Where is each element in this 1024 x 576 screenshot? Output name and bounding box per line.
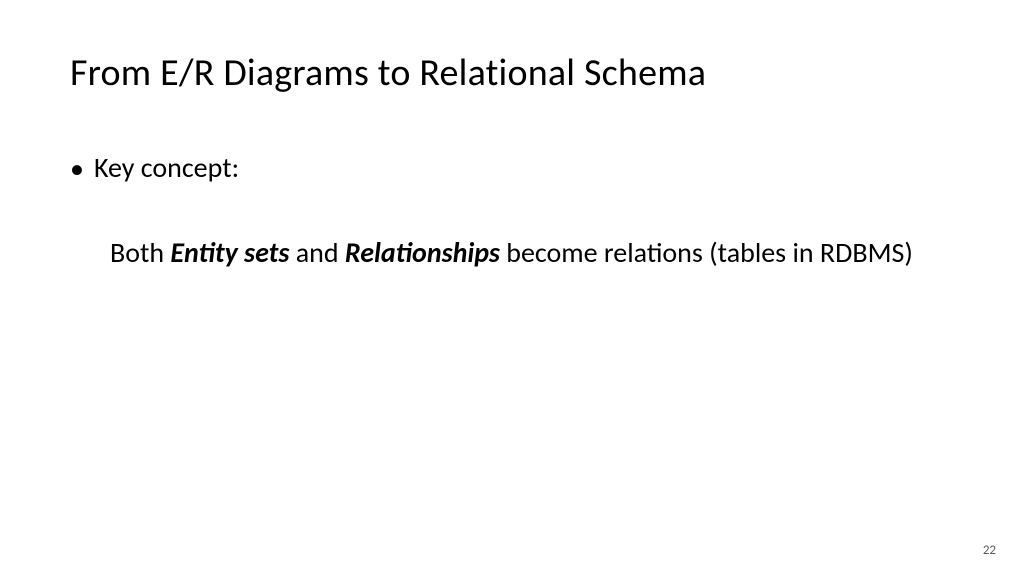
body-text-1: Both bbox=[110, 235, 170, 270]
body-text-3: become relations (tables in RDBMS) bbox=[500, 235, 913, 270]
sub-content: Both Entity sets and Relationships becom… bbox=[110, 234, 954, 272]
body-emph-2: Relationships bbox=[345, 235, 500, 270]
page-number: 22 bbox=[983, 543, 996, 558]
bullet-label: Key concept: bbox=[94, 150, 239, 185]
bullet-marker: • bbox=[70, 152, 84, 186]
body-text-2: and bbox=[289, 235, 345, 270]
slide-title: From E/R Diagrams to Relational Schema bbox=[70, 50, 706, 96]
bullet-item: • Key concept: bbox=[70, 150, 954, 186]
body-emph-1: Entity sets bbox=[170, 235, 289, 270]
content-area: • Key concept: Both Entity sets and Rela… bbox=[70, 150, 954, 271]
